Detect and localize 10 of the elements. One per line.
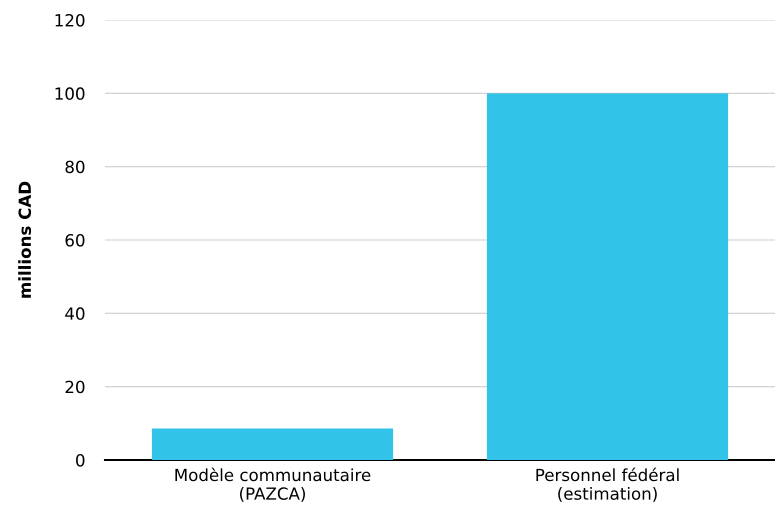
y-tick-label: 80 bbox=[65, 160, 84, 174]
y-tick-label: 120 bbox=[56, 14, 84, 27]
x-tick-label: Modèle communautaire (PAZCA) bbox=[175, 468, 370, 502]
y-axis-title: millions CAD bbox=[18, 182, 32, 298]
y-tick-label: 20 bbox=[66, 380, 84, 394]
y-tick-label: 60 bbox=[66, 234, 84, 247]
y-tick-label: 100 bbox=[56, 87, 84, 100]
x-tick-label: Personnel fédéral (estimation) bbox=[536, 468, 679, 502]
y-tick-label: 0 bbox=[76, 454, 84, 467]
y-tick-label: 40 bbox=[65, 307, 84, 320]
